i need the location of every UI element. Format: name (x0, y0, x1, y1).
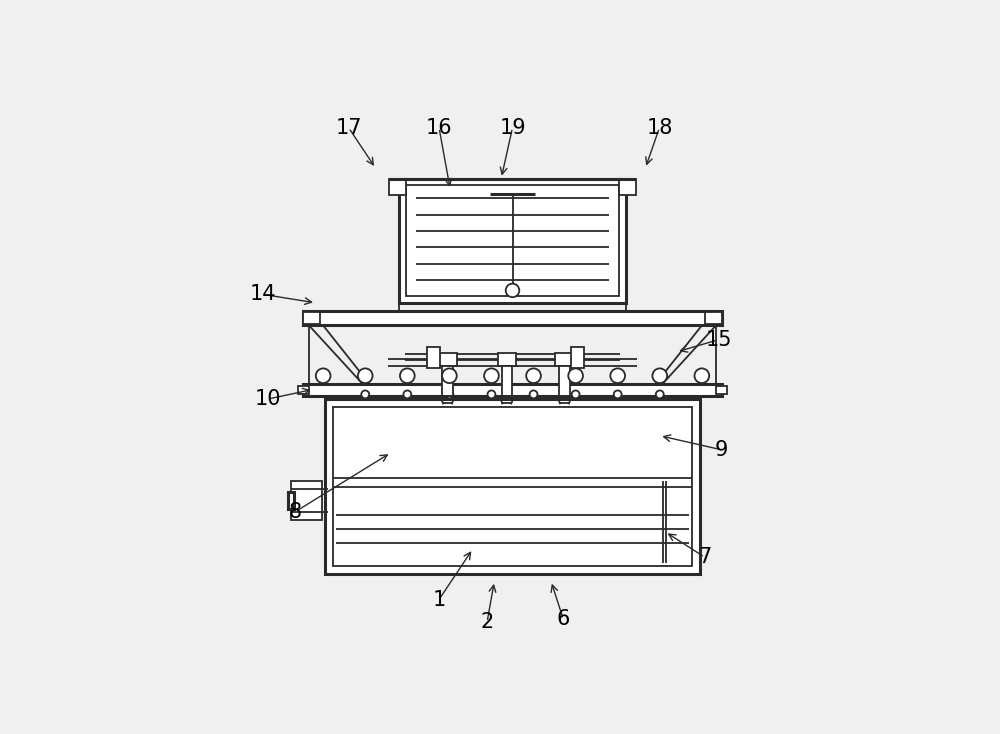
Circle shape (610, 368, 625, 383)
Text: 1: 1 (432, 589, 446, 609)
Text: 15: 15 (706, 330, 732, 349)
Text: 6: 6 (557, 609, 570, 629)
Text: 17: 17 (335, 117, 362, 138)
Bar (288, 493, 294, 509)
Circle shape (400, 368, 415, 383)
Circle shape (530, 390, 537, 399)
Bar (406, 185, 619, 296)
Bar (325, 399, 700, 574)
Circle shape (361, 390, 369, 399)
Circle shape (526, 368, 541, 383)
Text: 7: 7 (698, 547, 711, 567)
Circle shape (445, 390, 453, 399)
Circle shape (442, 368, 457, 383)
Bar (291, 481, 322, 520)
Circle shape (506, 283, 519, 297)
Bar (389, 178, 406, 195)
Bar (442, 366, 453, 396)
Circle shape (656, 390, 664, 399)
Bar (502, 366, 512, 396)
Bar (427, 347, 440, 368)
Circle shape (358, 368, 373, 383)
Circle shape (572, 390, 580, 399)
Circle shape (694, 368, 709, 383)
Text: 14: 14 (249, 284, 276, 305)
Text: 16: 16 (426, 117, 452, 138)
Bar (498, 352, 516, 366)
Circle shape (614, 390, 622, 399)
Text: 8: 8 (288, 502, 301, 522)
Circle shape (488, 390, 495, 399)
Circle shape (403, 390, 411, 399)
Bar (705, 313, 722, 324)
Bar (619, 178, 636, 195)
Text: 2: 2 (480, 612, 494, 632)
Text: 19: 19 (499, 117, 526, 138)
Circle shape (568, 368, 583, 383)
Bar (571, 347, 584, 368)
Text: 18: 18 (646, 117, 673, 138)
Bar (559, 366, 570, 396)
Text: 9: 9 (715, 440, 728, 459)
Circle shape (484, 368, 499, 383)
Bar (716, 387, 727, 394)
Bar (333, 407, 692, 566)
Bar (399, 178, 626, 303)
Circle shape (316, 368, 331, 383)
Bar (298, 387, 309, 394)
Bar (555, 352, 574, 366)
Bar (438, 352, 457, 366)
Circle shape (652, 368, 667, 383)
Bar (303, 313, 320, 324)
Text: 10: 10 (255, 389, 282, 409)
Bar (303, 384, 722, 396)
Bar (303, 311, 722, 325)
